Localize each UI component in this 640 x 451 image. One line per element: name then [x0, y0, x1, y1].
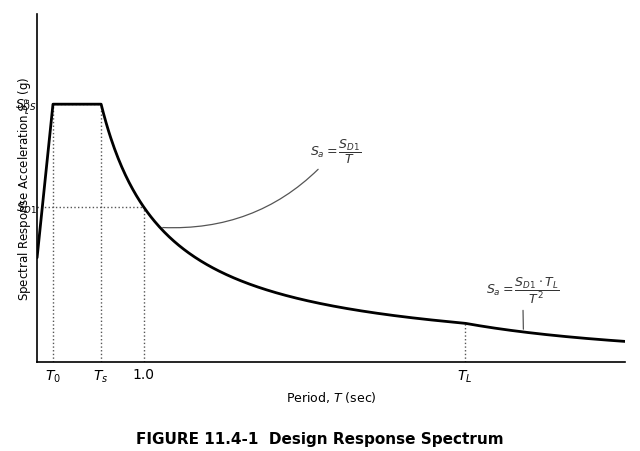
Text: $S_{DS}$: $S_{DS}$	[15, 97, 37, 112]
Text: $S_{D1}$: $S_{D1}$	[15, 200, 37, 215]
Text: $S_a = \dfrac{S_{D1}}{T}$: $S_a = \dfrac{S_{D1}}{T}$	[163, 137, 361, 228]
Text: FIGURE 11.4-1  Design Response Spectrum: FIGURE 11.4-1 Design Response Spectrum	[136, 432, 504, 446]
Text: $S_a = \dfrac{S_{D1} \cdot T_L}{T^2}$: $S_a = \dfrac{S_{D1} \cdot T_L}{T^2}$	[486, 275, 559, 330]
X-axis label: Period, $T$ (sec): Period, $T$ (sec)	[285, 390, 376, 405]
Y-axis label: Spectral Response Acceleration,$S_a$ (g): Spectral Response Acceleration,$S_a$ (g)	[16, 77, 33, 300]
